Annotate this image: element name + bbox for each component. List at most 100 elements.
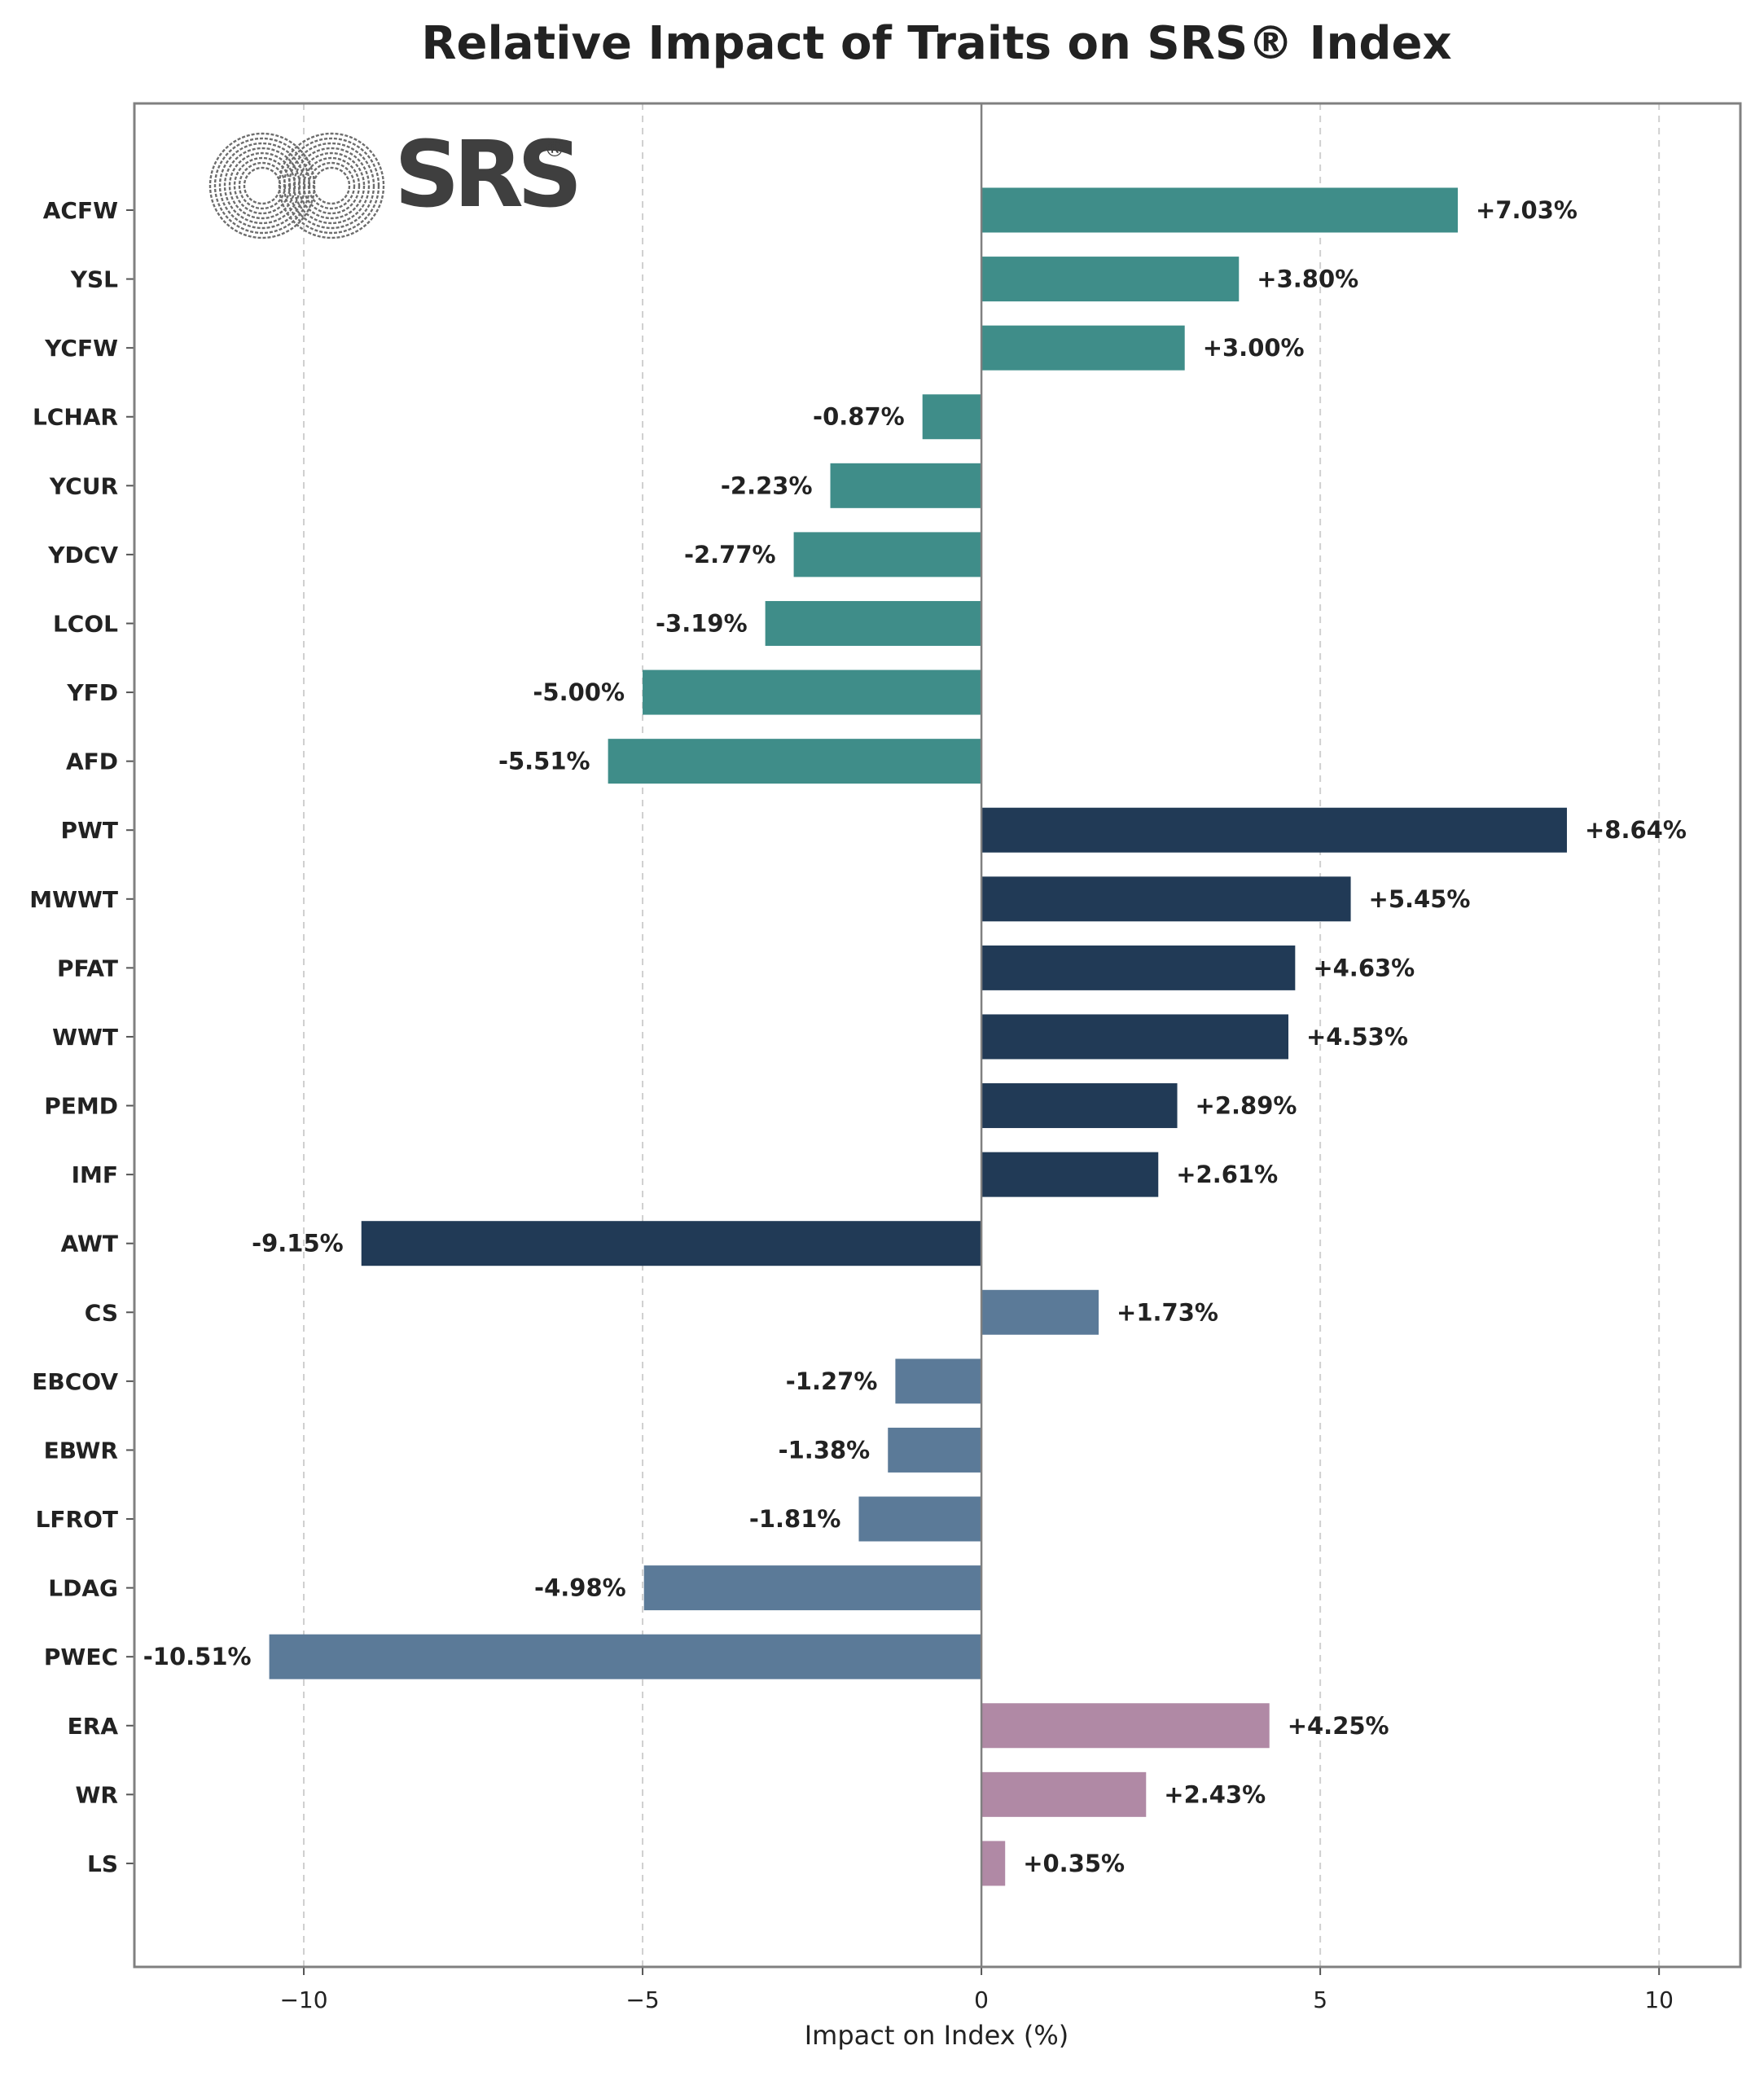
data-label-wr: +2.43% [1164, 1780, 1266, 1808]
logo-ring [233, 156, 292, 215]
y-tick-label: YCFW [44, 335, 118, 362]
data-label-lchar: -0.87% [813, 403, 905, 431]
y-tick-label: YFD [66, 679, 118, 706]
y-tick-label: AFD [66, 748, 118, 775]
data-label-awt: -9.15% [252, 1230, 344, 1258]
y-tick-label: PFAT [57, 955, 118, 981]
x-tick-label: −10 [279, 1986, 327, 2013]
logo-ring [278, 132, 385, 239]
bar-acfw [981, 187, 1459, 233]
y-tick-label: CS [85, 1299, 118, 1326]
bar-cs [981, 1289, 1099, 1335]
y-tick-label: WR [76, 1781, 118, 1808]
logo-ring [307, 161, 356, 210]
y-tick-label: LFROT [36, 1506, 118, 1533]
plot-frame [133, 102, 1742, 1969]
logo-ring [223, 147, 301, 225]
data-label-ydcv: -2.77% [684, 541, 776, 568]
y-tick-label: PWT [60, 817, 118, 844]
data-label-pfat: +4.63% [1313, 954, 1415, 981]
data-label-ysl: +3.80% [1257, 266, 1358, 293]
data-label-pwt: +8.64% [1585, 816, 1687, 844]
data-label-era: +4.25% [1288, 1712, 1389, 1740]
bar-lcol [765, 600, 982, 646]
bar-ebcov [895, 1359, 982, 1404]
logo-ring [312, 166, 351, 205]
srs-logo-rings-icon [208, 132, 385, 239]
data-label-imf: +2.61% [1176, 1161, 1278, 1188]
logo-ring [238, 161, 287, 210]
bar-wr [981, 1771, 1147, 1817]
logo-ring [283, 137, 380, 235]
chart-title: Relative Impact of Traits on SRS® Index [421, 17, 1451, 70]
bar-pwec [269, 1634, 982, 1679]
x-axis-ticks: −10 −5 0 5 10 [279, 1967, 1674, 2013]
x-tick-label: 10 [1644, 1986, 1674, 2013]
y-tick-label: ACFW [43, 197, 118, 224]
bar-pwt [981, 807, 1567, 853]
bar-ls [981, 1841, 1006, 1886]
bar-pfat [981, 945, 1296, 990]
y-tick-label: PWEC [44, 1644, 118, 1670]
data-label-wwt: +4.53% [1306, 1023, 1408, 1051]
y-tick-label: YCUR [49, 472, 118, 499]
data-label-ls: +0.35% [1023, 1850, 1125, 1877]
x-tick-label: 0 [974, 1986, 989, 2013]
srs-logo-text: SRS [394, 122, 577, 228]
data-label-ebwr: -1.38% [779, 1436, 871, 1464]
data-label-ldag: -4.98% [534, 1574, 626, 1602]
bar-ycfw [981, 325, 1185, 371]
data-label-pemd: +2.89% [1196, 1092, 1297, 1120]
y-tick-label: AWT [61, 1231, 118, 1258]
bars [269, 187, 1567, 1886]
data-label-yfd: -5.00% [533, 678, 625, 706]
x-tick-label: 5 [1313, 1986, 1327, 2013]
bar-afd [608, 739, 982, 784]
data-label-lfrot: -1.81% [749, 1505, 841, 1533]
y-tick-label: IMF [72, 1161, 118, 1188]
logo-ring [292, 147, 371, 225]
y-tick-label: ERA [68, 1713, 119, 1740]
x-tick-label: −5 [625, 1986, 659, 2013]
bar-ldag [643, 1565, 982, 1611]
bar-awt [361, 1221, 982, 1266]
bar-ydcv [793, 532, 982, 577]
bar-ysl [981, 257, 1240, 302]
y-tick-label: LS [87, 1850, 118, 1877]
y-tick-label: EBWR [44, 1437, 118, 1464]
logo-ring [218, 142, 306, 230]
y-axis-ticks: ACFW YSL YCFW LCHAR YCUR YDCV LCOL YFD AFD PWT MWW… [29, 197, 134, 1877]
bar-era [981, 1703, 1270, 1749]
y-tick-label: YDCV [47, 542, 118, 568]
data-label-cs: +1.73% [1117, 1298, 1218, 1326]
x-axis-label: Impact on Index (%) [805, 2020, 1069, 2051]
data-label-afd: -5.51% [498, 748, 590, 775]
data-labels: +7.03% +3.80% +3.00% -0.87% -2.23% -2.77% -3.1… [143, 196, 1687, 1877]
logo-ring [297, 151, 366, 220]
bar-mwwt [981, 876, 1351, 922]
bar-pemd [981, 1083, 1178, 1129]
data-label-ycur: -2.23% [721, 472, 813, 499]
bar-ebwr [888, 1427, 982, 1473]
data-label-ebcov: -1.27% [786, 1367, 878, 1395]
bar-ycur [830, 463, 982, 508]
logo-ring [302, 156, 361, 215]
data-label-lcol: -3.19% [656, 609, 748, 637]
srs-logo-registered-mark: ® [544, 138, 565, 162]
data-label-pwec: -10.51% [143, 1643, 252, 1670]
bar-yfd [643, 669, 982, 715]
bar-lfrot [858, 1496, 982, 1542]
bar-wwt [981, 1014, 1289, 1060]
logo-ring [243, 166, 282, 205]
data-label-mwwt: +5.45% [1369, 885, 1471, 913]
data-label-acfw: +7.03% [1476, 196, 1578, 224]
srs-logo: SRS ® [208, 122, 583, 239]
y-tick-label: MWWT [29, 886, 118, 913]
y-tick-label: PEMD [44, 1093, 118, 1120]
y-tick-label: LCOL [53, 610, 118, 637]
y-tick-label: LCHAR [33, 404, 118, 431]
bar-lchar [922, 394, 982, 440]
y-tick-label: YSL [70, 266, 118, 293]
data-label-ycfw: +3.00% [1203, 334, 1305, 362]
